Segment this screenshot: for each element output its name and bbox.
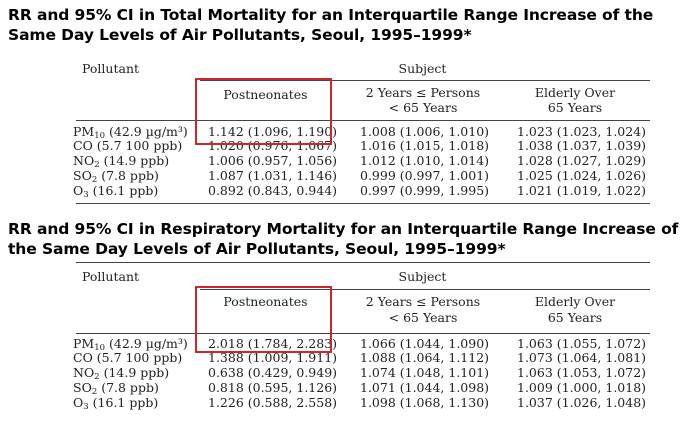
persons-value: 1.098 (1.068, 1.130) xyxy=(360,395,490,410)
elderly-value: 1.037 (1.026, 1.048) xyxy=(517,395,647,410)
col-elderly-header-line-2: 65 Years xyxy=(547,100,603,115)
col-postneonates-header: Postneonates xyxy=(223,87,308,102)
highlight-box xyxy=(195,78,332,145)
pollutant-header: Pollutant xyxy=(82,61,140,76)
pollutant-label: O3 (16.1 ppb) xyxy=(73,183,159,200)
col-persons-header-line-2: < 65 Years xyxy=(388,310,458,325)
subject-header: Subject xyxy=(398,61,447,76)
pollutant-label: CO (5.7 100 ppb) xyxy=(73,138,183,153)
postneonates-value: 1.142 (1.096, 1.190) xyxy=(208,124,338,139)
postneonates-value: 1.388 (1.009, 1.911) xyxy=(208,350,338,365)
header-rule xyxy=(76,333,650,334)
table-1: Pollutant Subject Postneonates 2 Years ≤… xyxy=(0,58,699,238)
elderly-value: 1.028 (1.027, 1.029) xyxy=(517,153,647,168)
postneonates-value: 1.006 (0.957, 1.056) xyxy=(208,153,338,168)
postneonates-value: 0.818 (0.595, 1.126) xyxy=(208,380,338,395)
persons-value: 1.016 (1.015, 1.018) xyxy=(360,138,490,153)
col-persons-header-line-1: 2 Years ≤ Persons xyxy=(365,85,481,100)
table-2-title-line-2: the Same Day Levels of Air Pollutants, S… xyxy=(8,240,506,258)
elderly-value: 1.023 (1.023, 1.024) xyxy=(517,124,647,139)
col-postneonates-header: Postneonates xyxy=(223,294,308,309)
highlight-box xyxy=(195,286,332,353)
bottom-rule xyxy=(76,203,650,204)
persons-value: 1.008 (1.006, 1.010) xyxy=(360,124,490,139)
pollutant-label: NO2 (14.9 ppb) xyxy=(73,365,170,382)
table-1-title-line-1: RR and 95% CI in Total Mortality for an … xyxy=(8,6,654,24)
subject-rule xyxy=(200,80,650,81)
persons-value: 0.999 (0.997, 1.001) xyxy=(360,168,490,183)
col-elderly-header-line-1: Elderly Over xyxy=(534,294,616,309)
postneonates-value: 0.638 (0.429, 0.949) xyxy=(208,365,338,380)
col-persons-header-line-1: 2 Years ≤ Persons xyxy=(365,294,481,309)
persons-value: 0.997 (0.999, 1.995) xyxy=(360,183,490,198)
elderly-value: 1.063 (1.053, 1.072) xyxy=(517,365,647,380)
subject-rule xyxy=(200,289,650,290)
elderly-value: 1.009 (1.000, 1.018) xyxy=(517,380,647,395)
pollutant-label: SO2 (7.8 ppb) xyxy=(73,168,159,185)
table-2-title-line-1: RR and 95% CI in Respiratory Mortality f… xyxy=(8,220,679,238)
persons-value: 1.071 (1.044, 1.098) xyxy=(360,380,490,395)
postneonates-value: 0.892 (0.843, 0.944) xyxy=(208,183,338,198)
table-1-title-line-2: Same Day Levels of Air Pollutants, Seoul… xyxy=(8,26,472,44)
pollutant-label: O3 (16.1 ppb) xyxy=(73,395,159,412)
header-rule xyxy=(76,120,650,121)
pollutant-header: Pollutant xyxy=(82,269,140,284)
elderly-value: 1.063 (1.055, 1.072) xyxy=(517,336,647,351)
postneonates-value: 1.226 (0.588, 2.558) xyxy=(208,395,338,410)
elderly-value: 1.021 (1.019, 1.022) xyxy=(517,183,647,198)
postneonates-value: 1.020 (0.976, 1.067) xyxy=(208,138,338,153)
elderly-value: 1.025 (1.024, 1.026) xyxy=(517,168,647,183)
pollutant-label: SO2 (7.8 ppb) xyxy=(73,380,159,397)
pollutant-label: CO (5.7 100 ppb) xyxy=(73,350,183,365)
persons-value: 1.066 (1.044, 1.090) xyxy=(360,336,490,351)
col-elderly-header-line-1: Elderly Over xyxy=(534,85,616,100)
persons-value: 1.074 (1.048, 1.101) xyxy=(360,365,490,380)
persons-value: 1.012 (1.010, 1.014) xyxy=(360,153,490,168)
elderly-value: 1.073 (1.064, 1.081) xyxy=(517,350,647,365)
table-2-title: RR and 95% CI in Respiratory Mortality f… xyxy=(8,219,698,259)
postneonates-value: 1.087 (1.031, 1.146) xyxy=(208,168,338,183)
top-rule xyxy=(76,262,650,263)
col-persons-header-line-2: < 65 Years xyxy=(388,100,458,115)
elderly-value: 1.038 (1.037, 1.039) xyxy=(517,138,647,153)
col-elderly-header-line-2: 65 Years xyxy=(547,310,603,325)
subject-header: Subject xyxy=(398,269,447,284)
postneonates-value: 2.018 (1.784, 2.283) xyxy=(208,336,338,351)
pollutant-label: PM10 (42.9 µg/m³) xyxy=(73,124,188,141)
pollutant-label: NO2 (14.9 ppb) xyxy=(73,153,170,170)
pollutant-label: PM10 (42.9 µg/m³) xyxy=(73,336,188,353)
persons-value: 1.088 (1.064, 1.112) xyxy=(360,350,490,365)
table-1-title: RR and 95% CI in Total Mortality for an … xyxy=(8,5,698,45)
table-2: Pollutant Subject Postneonates 2 Years ≤… xyxy=(0,262,699,442)
